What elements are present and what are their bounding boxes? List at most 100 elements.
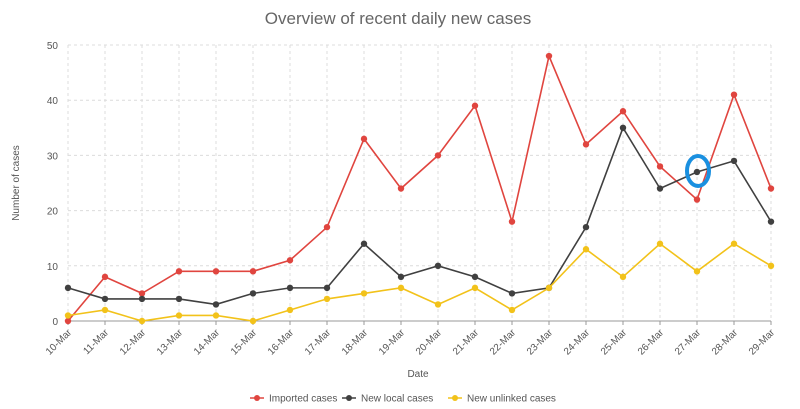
data-point [730,240,738,247]
data-point [64,317,72,325]
data-point [471,273,479,281]
data-point [360,240,368,247]
data-point [212,312,220,319]
x-axis-label: Date [407,369,429,380]
data-point [397,185,405,192]
x-tick-label: 12-Mar [118,327,149,358]
data-point [249,290,257,297]
data-point [656,185,664,192]
x-tick-label: 23-Mar [525,327,556,358]
y-tick-label: 50 [47,41,59,52]
legend-label: New local cases [361,394,433,405]
x-tick-label: 26-Mar [636,327,667,358]
x-tick-label: 22-Mar [488,327,519,358]
x-tick-label: 14-Mar [192,327,223,358]
data-point [693,196,701,203]
chart-title: Overview of recent daily new cases [265,9,531,28]
data-point [582,141,590,148]
data-point [212,301,220,308]
data-point [101,295,109,303]
highlight-ring [685,153,711,188]
data-point [508,218,516,225]
legend-swatch-dot [452,395,458,401]
data-point [767,262,775,269]
x-tick-label: 11-Mar [81,327,111,357]
data-point [656,240,664,247]
data-point [434,301,442,308]
data-point [323,295,331,303]
data-point [323,284,331,292]
series-line [67,242,772,322]
y-tick-label: 10 [47,262,59,273]
legend-swatch-dot [254,395,260,401]
data-point [64,312,72,319]
legend-item: New local cases [342,394,433,405]
data-point [508,290,516,297]
data-point [360,135,368,143]
y-axis-label: Number of cases [11,145,22,221]
x-tick-label: 24-Mar [562,327,593,358]
data-point [582,246,590,253]
y-tick-label: 30 [47,151,59,162]
x-tick-label: 29-Mar [747,327,778,358]
data-point [64,284,72,292]
x-tick-label: 19-Mar [377,327,408,358]
series-1 [64,124,775,308]
y-tick-label: 40 [47,96,59,107]
data-point [397,273,405,281]
data-point [138,295,146,303]
data-point [286,257,294,264]
x-tick-label: 21-Mar [451,327,482,358]
series-group [64,52,775,325]
series-line [67,125,772,306]
data-point [693,168,701,176]
x-tick-label: 17-Mar [303,327,334,358]
x-tick-label: 16-Mar [266,327,297,358]
legend-item: New unlinked cases [448,394,556,405]
legend-item: Imported cases [250,394,337,405]
y-tick-label: 20 [47,207,59,218]
data-point [434,262,442,269]
data-point [249,317,257,325]
y-tick-label: 0 [52,317,58,328]
data-point [249,268,257,275]
data-point [471,102,479,109]
x-tick-label: 13-Mar [155,327,186,358]
data-point [471,284,479,292]
data-point [397,284,405,292]
x-tick-label: 15-Mar [229,327,260,358]
data-point [175,312,183,319]
x-tick-label: 10-Mar [44,327,75,358]
data-point [175,268,183,275]
data-point [619,273,627,281]
legend-label: Imported cases [269,394,337,405]
data-point [360,290,368,297]
data-point [730,157,738,165]
data-point [138,317,146,325]
data-point [323,223,331,231]
axes: 0 10 20 30 40 50 10-Mar 11-Mar 12-Mar 13-Mar 14-Ma… [44,41,778,358]
data-point [545,284,553,292]
grid [67,44,772,321]
data-point [101,273,109,281]
x-tick-label: 18-Mar [340,327,371,358]
data-point [767,185,775,192]
series-2 [64,240,775,325]
data-point [619,124,627,131]
series-0 [64,52,775,325]
data-point [545,52,553,60]
x-tick-label: 27-Mar [673,327,704,358]
data-point [693,268,701,275]
data-point [619,108,627,115]
data-point [582,223,590,231]
data-point [175,295,183,303]
data-point [212,268,220,275]
legend: Imported cases New local cases New unlinke… [250,394,556,405]
data-point [286,284,294,292]
x-tick-label: 28-Mar [710,327,741,358]
data-point [767,218,775,225]
x-tick-label: 20-Mar [414,327,445,358]
data-point [101,306,109,314]
series-line [67,53,772,322]
